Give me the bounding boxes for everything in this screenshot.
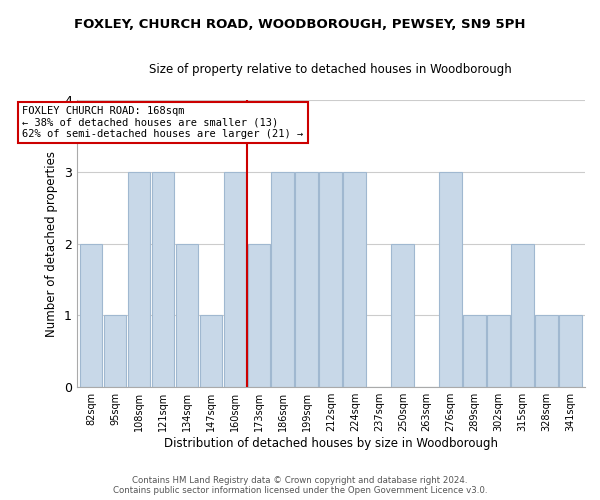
Bar xyxy=(104,316,127,387)
Bar xyxy=(200,316,223,387)
Bar xyxy=(559,316,582,387)
Bar xyxy=(343,172,366,387)
Bar xyxy=(128,172,151,387)
Bar xyxy=(224,172,247,387)
Bar xyxy=(271,172,294,387)
Bar xyxy=(176,244,199,387)
Text: FOXLEY CHURCH ROAD: 168sqm
← 38% of detached houses are smaller (13)
62% of semi: FOXLEY CHURCH ROAD: 168sqm ← 38% of deta… xyxy=(22,106,304,139)
Bar xyxy=(535,316,558,387)
Text: FOXLEY, CHURCH ROAD, WOODBOROUGH, PEWSEY, SN9 5PH: FOXLEY, CHURCH ROAD, WOODBOROUGH, PEWSEY… xyxy=(74,18,526,30)
Bar xyxy=(295,172,318,387)
Bar xyxy=(511,244,534,387)
Text: Contains HM Land Registry data © Crown copyright and database right 2024.
Contai: Contains HM Land Registry data © Crown c… xyxy=(113,476,487,495)
Bar xyxy=(248,244,270,387)
Bar xyxy=(80,244,103,387)
X-axis label: Distribution of detached houses by size in Woodborough: Distribution of detached houses by size … xyxy=(164,437,498,450)
Title: Size of property relative to detached houses in Woodborough: Size of property relative to detached ho… xyxy=(149,62,512,76)
Bar xyxy=(463,316,486,387)
Bar xyxy=(319,172,342,387)
Bar xyxy=(487,316,510,387)
Bar xyxy=(391,244,414,387)
Y-axis label: Number of detached properties: Number of detached properties xyxy=(45,150,58,336)
Bar xyxy=(439,172,462,387)
Bar xyxy=(152,172,175,387)
